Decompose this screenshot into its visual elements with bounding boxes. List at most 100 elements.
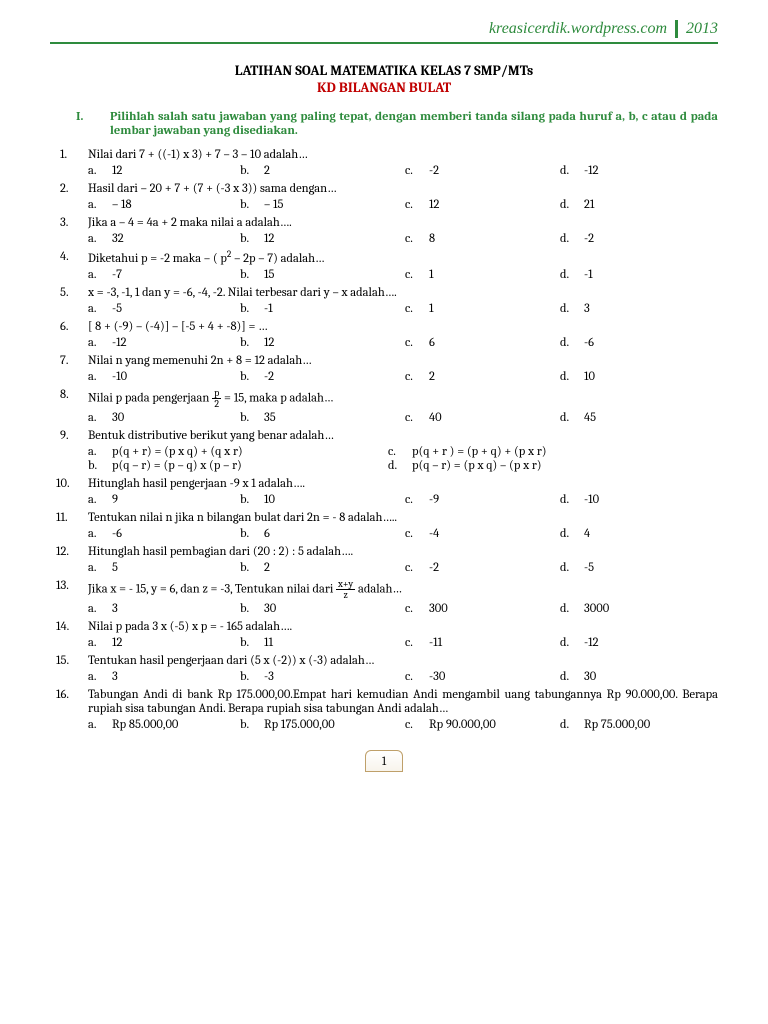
question-number: 10. <box>50 477 88 491</box>
option-c: 2 <box>429 370 560 384</box>
option-label: b. <box>240 670 264 684</box>
option-b: 30 <box>264 602 405 616</box>
option-label: a. <box>88 636 112 650</box>
instruction-num: I. <box>50 110 110 138</box>
question: 1.Nilai dari 7 + ((-1) x 3) + 7 – 3 – 10… <box>50 148 718 178</box>
question: 13.Jika x = - 15, y = 6, dan z = -3, Ten… <box>50 579 718 616</box>
title-block: LATIHAN SOAL MATEMATIKA KELAS 7 SMP/MTs … <box>50 62 718 96</box>
option-label: b. <box>240 411 264 425</box>
option-label: a. <box>88 198 112 212</box>
option-label: d. <box>560 561 584 575</box>
question: 4.Diketahui p = -2 maka – ( p2 – 2p – 7)… <box>50 250 718 282</box>
option-a: -7 <box>112 268 240 282</box>
question-text: Hasil dari – 20 + 7 + (7 + (-3 x 3)) sam… <box>88 182 718 196</box>
question-number: 15. <box>50 654 88 668</box>
option-a: 3 <box>112 602 240 616</box>
option-label: b. <box>240 370 264 384</box>
option-label: c. <box>405 636 429 650</box>
option-label: d. <box>560 336 584 350</box>
option-label: b. <box>240 718 264 732</box>
options: a.12b.11c.-11d.-12 <box>50 636 718 650</box>
option-a: -5 <box>112 302 240 316</box>
question-text: Tentukan nilai n jika n bilangan bulat d… <box>88 511 718 525</box>
option-label: d. <box>560 718 584 732</box>
option-label: a. <box>88 561 112 575</box>
option-label: b. <box>240 561 264 575</box>
option-label: a. <box>88 164 112 178</box>
question-number: 3. <box>50 216 88 230</box>
option-label: a. <box>88 268 112 282</box>
question: 2.Hasil dari – 20 + 7 + (7 + (-3 x 3)) s… <box>50 182 718 212</box>
question-number: 4. <box>50 250 88 266</box>
options: a.-10b.-2c.2d.10 <box>50 370 718 384</box>
option-label: d. <box>560 232 584 246</box>
option-label: b. <box>240 336 264 350</box>
option-b: 15 <box>264 268 405 282</box>
option-a: 12 <box>112 164 240 178</box>
options: a.12b.2c.-2d.-12 <box>50 164 718 178</box>
question-text: Bentuk distributive berikut yang benar a… <box>88 429 718 443</box>
question-text: x = -3, -1, 1 dan y = -6, -4, -2. Nilai … <box>88 286 718 300</box>
question-number: 9. <box>50 429 88 443</box>
option-a: 9 <box>112 493 240 507</box>
option-label: d. <box>560 198 584 212</box>
option-label: b. <box>240 164 264 178</box>
question: 6.[ 8 + (-9) – (-4)] – [-5 + 4 + -8)] = … <box>50 320 718 350</box>
option-c: -2 <box>429 164 560 178</box>
question: 3.Jika a – 4 = 4a + 2 maka nilai a adala… <box>50 216 718 246</box>
question-number: 13. <box>50 579 88 600</box>
option-a: p(q + r) = (p x q) + (q x r) <box>112 445 388 459</box>
option-label: d. <box>560 268 584 282</box>
option-d: -1 <box>584 268 680 282</box>
option-label: c. <box>405 718 429 732</box>
option-label: a. <box>88 336 112 350</box>
option-label: d. <box>560 602 584 616</box>
options: a.-7b.15c.1d.-1 <box>50 268 718 282</box>
options: a.3b.-3c.-30d.30 <box>50 670 718 684</box>
option-d: Rp 75.000,00 <box>584 718 680 732</box>
option-a: 12 <box>112 636 240 650</box>
options: a.-6b.6c.-4d.4 <box>50 527 718 541</box>
option-d: p(q – r) = (p x q) – (p x r) <box>412 459 688 473</box>
option-c: -9 <box>429 493 560 507</box>
option-label: c. <box>405 493 429 507</box>
option-label: c. <box>405 527 429 541</box>
option-label: b. <box>240 232 264 246</box>
option-label: d. <box>560 527 584 541</box>
option-c: -4 <box>429 527 560 541</box>
option-label: a. <box>88 602 112 616</box>
header-year: 2013 <box>686 20 718 38</box>
option-label: b. <box>240 602 264 616</box>
question-number: 16. <box>50 688 88 716</box>
option-label: b. <box>240 302 264 316</box>
options: a.32b.12c.8d.-2 <box>50 232 718 246</box>
option-label: c. <box>405 302 429 316</box>
option-b: Rp 175.000,00 <box>264 718 405 732</box>
question-number: 7. <box>50 354 88 368</box>
question-text: Nilai p pada pengerjaan p2 = 15, maka p … <box>88 388 718 409</box>
option-c: Rp 90.000,00 <box>429 718 560 732</box>
option-d: -6 <box>584 336 680 350</box>
option-label: b. <box>240 268 264 282</box>
question: 12.Hitunglah hasil pembagian dari (20 : … <box>50 545 718 575</box>
question-text: Diketahui p = -2 maka – ( p2 – 2p – 7) a… <box>88 250 718 266</box>
question-text: Tabungan Andi di bank Rp 175.000,00.Empa… <box>88 688 718 716</box>
page-footer: 1 <box>50 750 718 772</box>
instruction: I. Pilihlah salah satu jawaban yang pali… <box>50 110 718 138</box>
option-a: -10 <box>112 370 240 384</box>
option-label: c. <box>405 198 429 212</box>
option-label: a. <box>88 718 112 732</box>
option-c: 6 <box>429 336 560 350</box>
page-header: kreasicerdik.wordpress.com 2013 <box>50 20 718 44</box>
option-label: a. <box>88 302 112 316</box>
option-label: b. <box>240 527 264 541</box>
option-b: -3 <box>264 670 405 684</box>
question: 14.Nilai p pada 3 x (-5) x p = - 165 ada… <box>50 620 718 650</box>
title-line2: KD BILANGAN BULAT <box>50 79 718 96</box>
option-label: c. <box>405 411 429 425</box>
option-label: b. <box>240 636 264 650</box>
option-b: 2 <box>264 164 405 178</box>
option-d: 3000 <box>584 602 680 616</box>
option-label: d. <box>560 411 584 425</box>
option-label: c. <box>405 670 429 684</box>
